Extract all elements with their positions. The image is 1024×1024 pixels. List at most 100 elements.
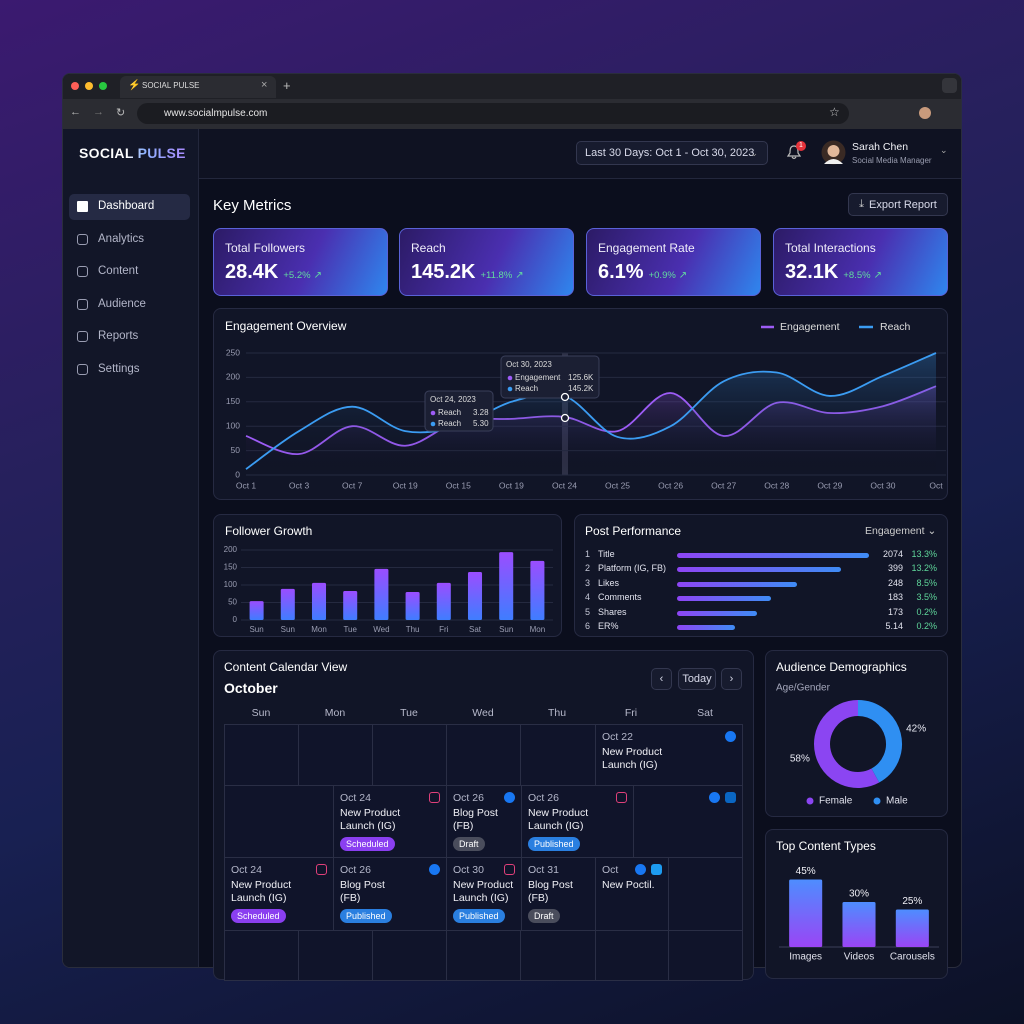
value-label: 42% (906, 724, 926, 735)
event-date: Oct 22 (602, 731, 633, 743)
metric-value: 28.4K (225, 261, 279, 283)
metric-dropdown[interactable]: Engagement ⌄ (865, 525, 937, 537)
calendar-month: October (224, 680, 278, 696)
notification-badge: 1 (796, 141, 806, 151)
x-tick-label: Mon (530, 625, 546, 634)
chevron: ⌄ (750, 147, 758, 158)
tooltip-box (424, 390, 494, 432)
brand: SOCIAL PULSE (79, 145, 186, 161)
row-change: 0.2% (916, 606, 937, 617)
metric-card: Engagement Rate 6.1% +0.9% ↗ (586, 228, 761, 296)
y-tick-label: 100 (226, 420, 240, 430)
weekday: Mon (324, 707, 346, 719)
event-date: Oct 26 (340, 864, 371, 876)
metric-change: +11.8% (480, 270, 513, 281)
metric-arrow: ↗ (873, 270, 882, 281)
row-label: Shares (598, 606, 627, 617)
tab-close[interactable]: × (261, 79, 268, 91)
calendar-cell (668, 857, 743, 931)
platform-icon (504, 864, 515, 875)
calendar-cell (668, 930, 743, 981)
user-menu[interactable]: ⌄ (940, 145, 948, 155)
platform-icon (709, 792, 720, 803)
status-pill[interactable]: Draft (453, 837, 485, 851)
calendar-cell: Oct 26 Blog Post (FB) Published (333, 857, 447, 931)
bookmark[interactable]: ☆ (829, 105, 840, 119)
chart-title: Engagement Overview (225, 319, 347, 333)
nav-item[interactable]: Dashboard (98, 200, 155, 212)
weekday: Sat (697, 707, 713, 719)
metric-card: Total Interactions 32.1K +8.5% ↗ (773, 228, 948, 296)
metric-card: Total Followers 28.4K +5.2% ↗ (213, 228, 388, 296)
status-pill[interactable]: Published (453, 909, 505, 923)
metric-label: Engagement Rate (598, 241, 695, 255)
nav-icon (77, 233, 88, 245)
nav-item[interactable]: Settings (98, 363, 140, 375)
prev-month[interactable]: ‹ (651, 668, 672, 690)
y-tick-label: 250 (226, 347, 240, 357)
bar (842, 902, 876, 947)
x-tick-label: Oct 29 (817, 480, 842, 490)
close-dot[interactable] (71, 82, 79, 90)
tab[interactable] (120, 76, 276, 98)
x-tick-label: Sun (499, 625, 513, 634)
tab-icon: ⚡ (128, 80, 141, 91)
nav-item[interactable]: Content (98, 265, 139, 278)
tooltip-value: 145.2K (568, 384, 594, 393)
row-change: 0.2% (916, 621, 937, 631)
nav-item[interactable]: Reports (98, 330, 139, 343)
forward[interactable]: → (93, 106, 104, 118)
event-title: New Product Launch (IG) (231, 879, 292, 904)
back[interactable]: ← (70, 106, 81, 118)
avatar[interactable] (821, 140, 846, 165)
calendar-cell: Oct 24 New Product Launch (IG) Scheduled (224, 857, 334, 931)
profile[interactable] (919, 107, 931, 119)
row-change: 8.5% (916, 577, 937, 588)
status-pill[interactable]: Draft (528, 909, 560, 923)
weekday: Thu (547, 707, 567, 719)
row-value: 173 (887, 606, 903, 617)
maximize-dot[interactable] (99, 82, 107, 90)
value-label: 25% (902, 896, 922, 907)
area (246, 353, 936, 475)
calendar-cell (595, 930, 669, 981)
line (245, 352, 937, 470)
new-tab[interactable]: + (283, 78, 291, 93)
row-change: 13.3% (911, 549, 937, 559)
reload[interactable]: ↻ (116, 107, 126, 119)
chart-subtitle: Age/Gender (776, 683, 831, 694)
calendar-cell (446, 724, 521, 786)
row-rank: 1 (585, 549, 591, 559)
nav-item[interactable]: Analytics (98, 232, 145, 245)
tooltip-dot (430, 410, 436, 416)
tab-menu[interactable] (942, 78, 957, 93)
row-label: Comments (598, 592, 642, 603)
status-pill[interactable]: Published (528, 837, 580, 851)
x-tick-label: Videos (844, 952, 874, 963)
bar (249, 601, 264, 620)
nav-active (69, 194, 190, 220)
nav-icon (77, 298, 88, 310)
status-pill[interactable]: Scheduled (231, 909, 286, 923)
y-tick-label: 50 (231, 445, 241, 455)
status-pill[interactable]: Published (340, 909, 392, 923)
export-button[interactable]: ⤓ Export Report (848, 193, 948, 216)
nav-icon (77, 364, 88, 375)
weekday: Sun (251, 707, 271, 719)
y-tick-label: 0 (233, 615, 238, 624)
nav-item[interactable]: Audience (98, 297, 146, 310)
tooltip-name: Reach (515, 384, 538, 393)
minimize-dot[interactable] (85, 82, 93, 90)
x-tick-label: Oct 28 (764, 480, 789, 490)
tooltip-name: Engagement (515, 373, 561, 382)
nav-icon (77, 201, 88, 212)
status-pill[interactable]: Scheduled (340, 837, 395, 851)
next-month[interactable]: › (721, 668, 742, 690)
calendar-cell: Oct 24 New Product Launch (IG) Scheduled (333, 785, 447, 858)
today-button[interactable]: Today (678, 668, 716, 690)
url-field[interactable] (137, 103, 849, 124)
row-value: 248 (887, 577, 903, 588)
bar (436, 582, 451, 620)
metric-row: 145.2K +11.8% ↗ (411, 261, 524, 284)
date-range[interactable]: Last 30 Days: Oct 1 - Oct 30, 2023 ⌄ (576, 141, 768, 165)
